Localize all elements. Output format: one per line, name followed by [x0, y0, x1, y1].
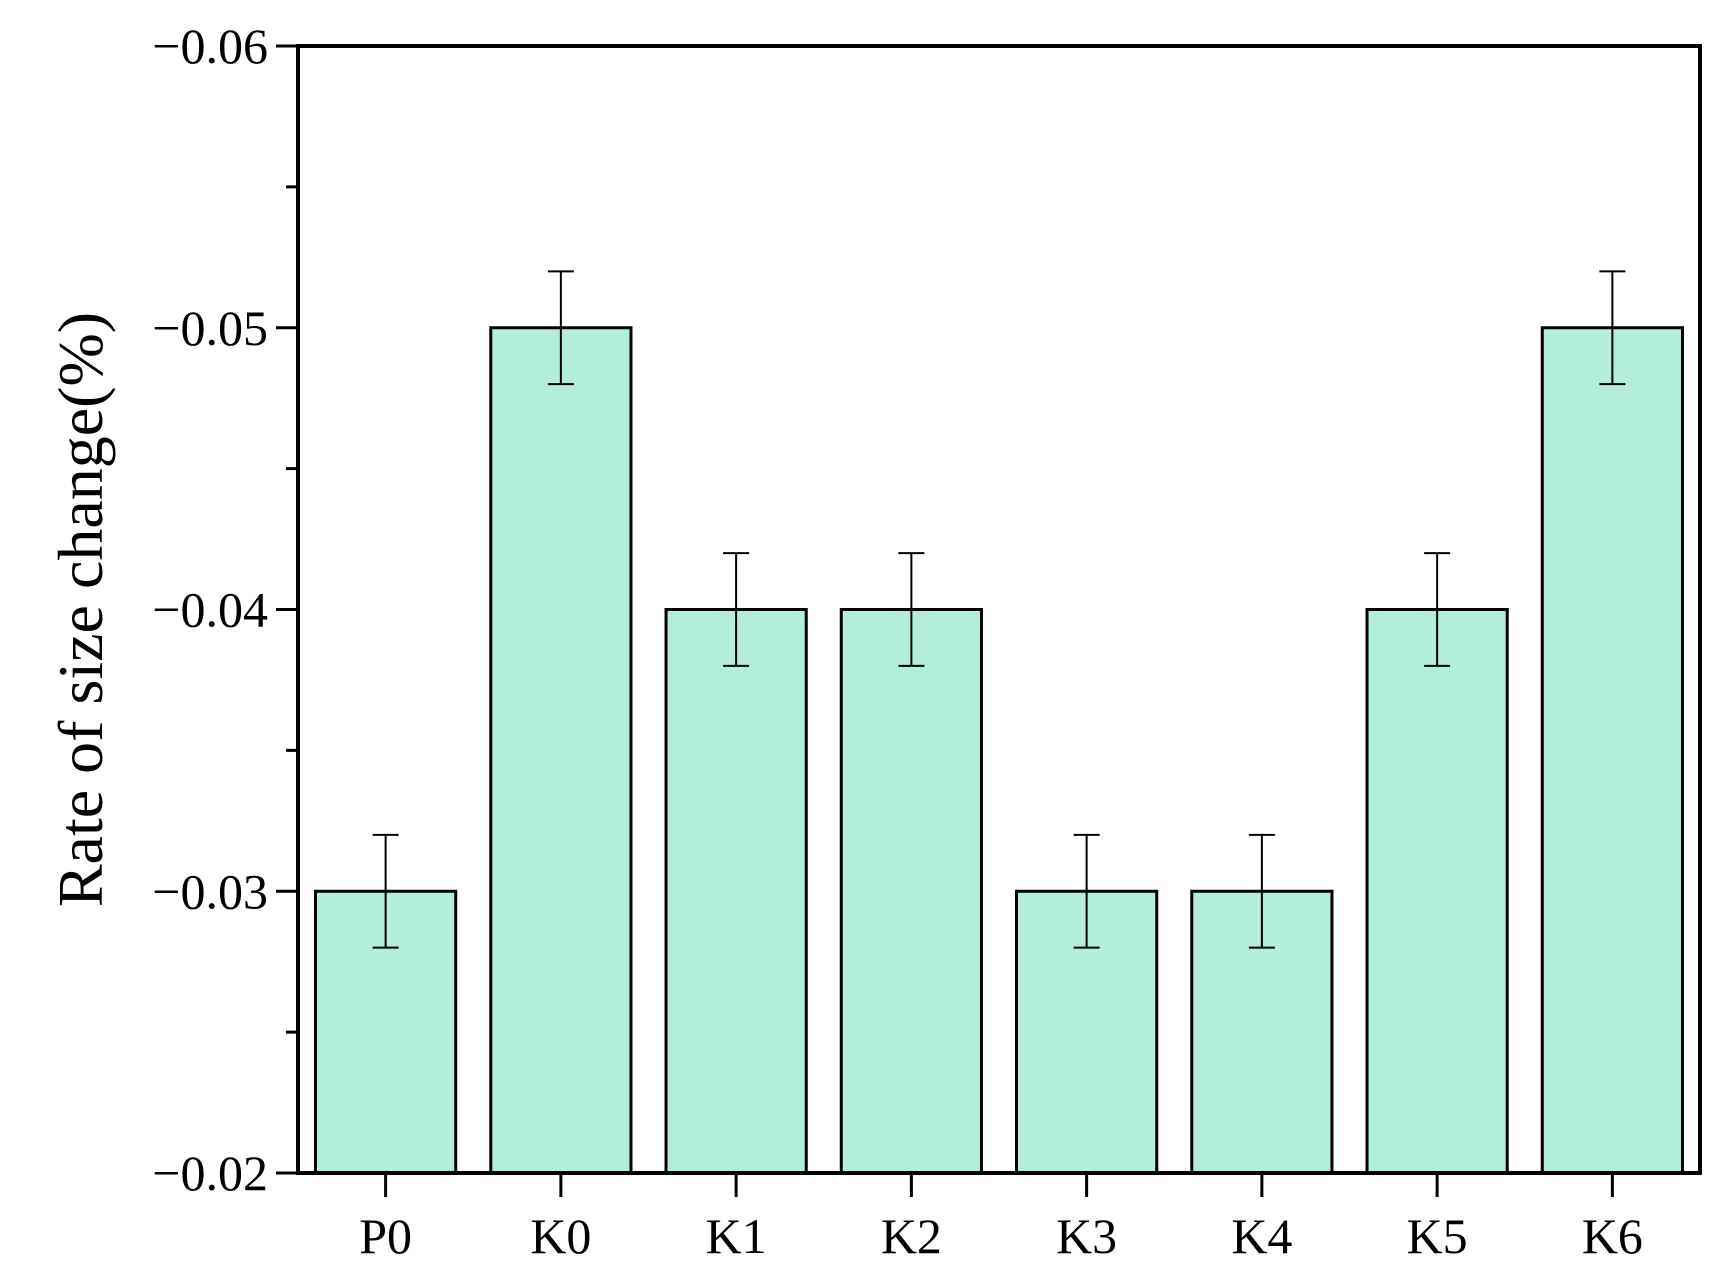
y-axis-ticks: −0.02 −0.03 −0.04 −0.05 −0.06 — [152, 18, 298, 1201]
y-tick-label: −0.04 — [152, 582, 268, 638]
x-tick-label-k5: K5 — [1407, 1208, 1468, 1264]
error-bars-group — [372, 270, 1626, 949]
x-axis-ticks: P0 K0 K1 K2 K3 K4 K5 K6 — [359, 1173, 1643, 1264]
y-axis-title: Rate of size change(%) — [45, 312, 116, 907]
y-tick-label: −0.02 — [152, 1145, 268, 1201]
y-tick-label: −0.03 — [152, 863, 268, 919]
y-tick-label: −0.05 — [152, 300, 268, 356]
bar-k2 — [839, 608, 983, 1175]
y-tick-label: −0.06 — [152, 18, 268, 74]
x-tick-label-k6: K6 — [1582, 1208, 1643, 1264]
x-tick-label-k3: K3 — [1056, 1208, 1117, 1264]
bar-k0 — [489, 326, 633, 1175]
bars-group — [314, 326, 1684, 1175]
bar-k1 — [664, 608, 808, 1175]
x-tick-label-k2: K2 — [881, 1208, 942, 1264]
bar-k6 — [1540, 326, 1684, 1175]
x-tick-label-k0: K0 — [530, 1208, 591, 1264]
bar-k5 — [1365, 608, 1509, 1175]
x-tick-label-k4: K4 — [1231, 1208, 1292, 1264]
x-tick-label-k1: K1 — [706, 1208, 767, 1264]
x-tick-label-p0: P0 — [359, 1208, 412, 1264]
